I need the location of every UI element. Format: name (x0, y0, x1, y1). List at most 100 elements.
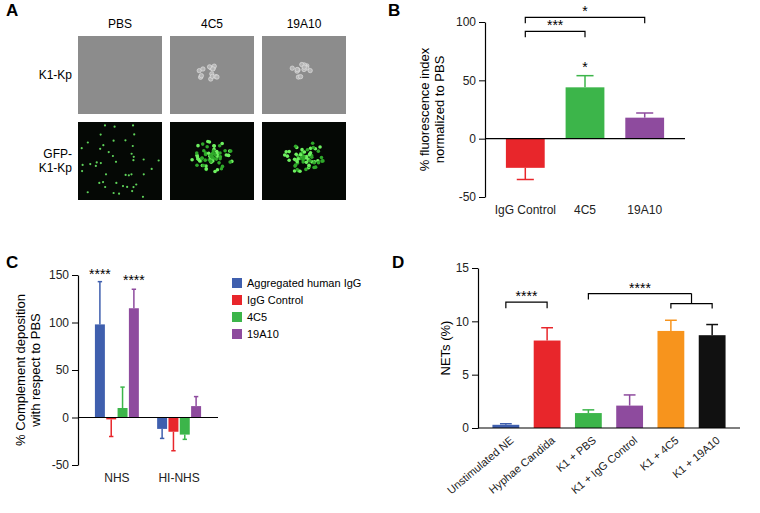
axis-line (78, 276, 79, 466)
error-bar (195, 397, 197, 407)
micrograph-cell (115, 161, 117, 163)
micrograph-cell (132, 145, 134, 147)
micrograph-cell (308, 159, 312, 163)
panel-a: APBS4C519A10K1-KpGFP-K1-Kp (6, 1, 346, 200)
micrograph-cell (218, 151, 222, 155)
axis-line (485, 23, 486, 198)
plot-area (492, 320, 725, 428)
micrograph (262, 122, 346, 200)
micrograph-frame (170, 122, 254, 200)
y-axis: 051015 (456, 261, 479, 435)
tick-label: 150 (49, 268, 69, 282)
legend: Aggregated human IgGIgG Control4C519A10 (232, 277, 361, 340)
plot-area (95, 282, 201, 451)
micrograph (78, 36, 162, 114)
significance-label: **** (123, 272, 145, 288)
axis-line (478, 269, 479, 429)
micrograph-cell (229, 149, 233, 153)
micrograph-cell (81, 170, 83, 172)
category-label: Unstimulated NE (445, 434, 516, 496)
chart: B-50050100% fluorescence indexnormalized… (388, 1, 685, 217)
bar (118, 408, 128, 418)
micrograph-cell (126, 186, 128, 188)
tick: IgG Control (495, 203, 556, 217)
tick-label: 100 (456, 15, 476, 29)
micrograph-cell (299, 153, 303, 157)
error-cap (582, 409, 594, 411)
y-axis-title-line: % Complement deposition (13, 294, 28, 446)
significance-label: **** (516, 288, 538, 304)
y-axis-title-line: with respect to PBS (28, 313, 43, 428)
bar (625, 118, 664, 139)
micrograph-cell (223, 149, 227, 153)
category-label: K1 + IgG Control (569, 434, 640, 496)
micrograph-cell (318, 145, 322, 149)
error-cap (624, 394, 636, 396)
error-bar (525, 168, 527, 180)
micrograph-cell (118, 193, 120, 195)
tick-mark (72, 275, 78, 276)
bar (129, 308, 139, 417)
chart: C-50050100150% Complement depositionwith… (6, 253, 361, 485)
bar (575, 413, 602, 428)
micrograph-cell (210, 154, 214, 158)
micrograph-cell (308, 153, 312, 157)
micrograph-cell (143, 158, 145, 160)
micrograph-cell (209, 159, 213, 163)
tick-label: 100 (49, 316, 69, 330)
micrograph-cell (108, 151, 110, 153)
bar (657, 331, 684, 428)
micrograph-cell (310, 156, 314, 160)
micrograph-cell (212, 149, 216, 153)
micrograph-cell (195, 151, 199, 155)
micrograph (262, 36, 346, 114)
y-axis: -50050100 (456, 15, 486, 204)
bar (180, 418, 190, 435)
micrograph-frame (170, 36, 254, 114)
error-cap (160, 438, 164, 440)
tick-label: -50 (459, 190, 477, 204)
error-bar (99, 282, 101, 325)
tick-mark (472, 428, 478, 429)
micrograph-cell (131, 190, 133, 192)
micrograph-cell (112, 140, 114, 142)
micrograph-cell (294, 152, 298, 156)
micrograph-cell (312, 166, 316, 170)
tick: 50 (56, 363, 78, 377)
micrograph-cell (190, 158, 194, 162)
error-cap (132, 289, 136, 291)
zero-line (485, 138, 685, 139)
micrograph-cell (227, 153, 231, 157)
micrograph-frame (78, 36, 162, 114)
micrograph-cell (204, 168, 208, 172)
micrograph-cell (296, 157, 300, 161)
tick-mark (72, 323, 78, 324)
error-bar (711, 325, 713, 336)
micrograph-cell (302, 65, 306, 69)
micrograph-cell (195, 163, 199, 167)
micrograph-cell (143, 173, 145, 175)
bar (534, 341, 561, 428)
tick-label: 0 (462, 421, 469, 435)
error-cap (183, 439, 187, 441)
micrograph-cell (220, 142, 224, 146)
micrograph-cell (130, 173, 132, 175)
category-label: NHS (104, 471, 129, 485)
panel-letter: A (6, 1, 18, 20)
micrograph-cell (132, 124, 134, 126)
micrograph-cell (213, 144, 217, 148)
tick: 19A10 (627, 203, 662, 217)
micrograph (170, 122, 254, 200)
micrograph-cell (219, 155, 223, 159)
micrograph-cell (287, 158, 291, 162)
micrograph-cell (133, 156, 135, 158)
tick: 50 (463, 74, 485, 88)
bar (157, 418, 167, 429)
micrograph-cell (196, 144, 200, 148)
micrograph-cell (205, 145, 209, 149)
micrograph-cell (105, 173, 107, 175)
significance-label: *** (547, 17, 564, 33)
row-label: K1-Kp (39, 68, 73, 82)
micrograph-cell (303, 150, 307, 154)
error-cap (636, 112, 653, 114)
